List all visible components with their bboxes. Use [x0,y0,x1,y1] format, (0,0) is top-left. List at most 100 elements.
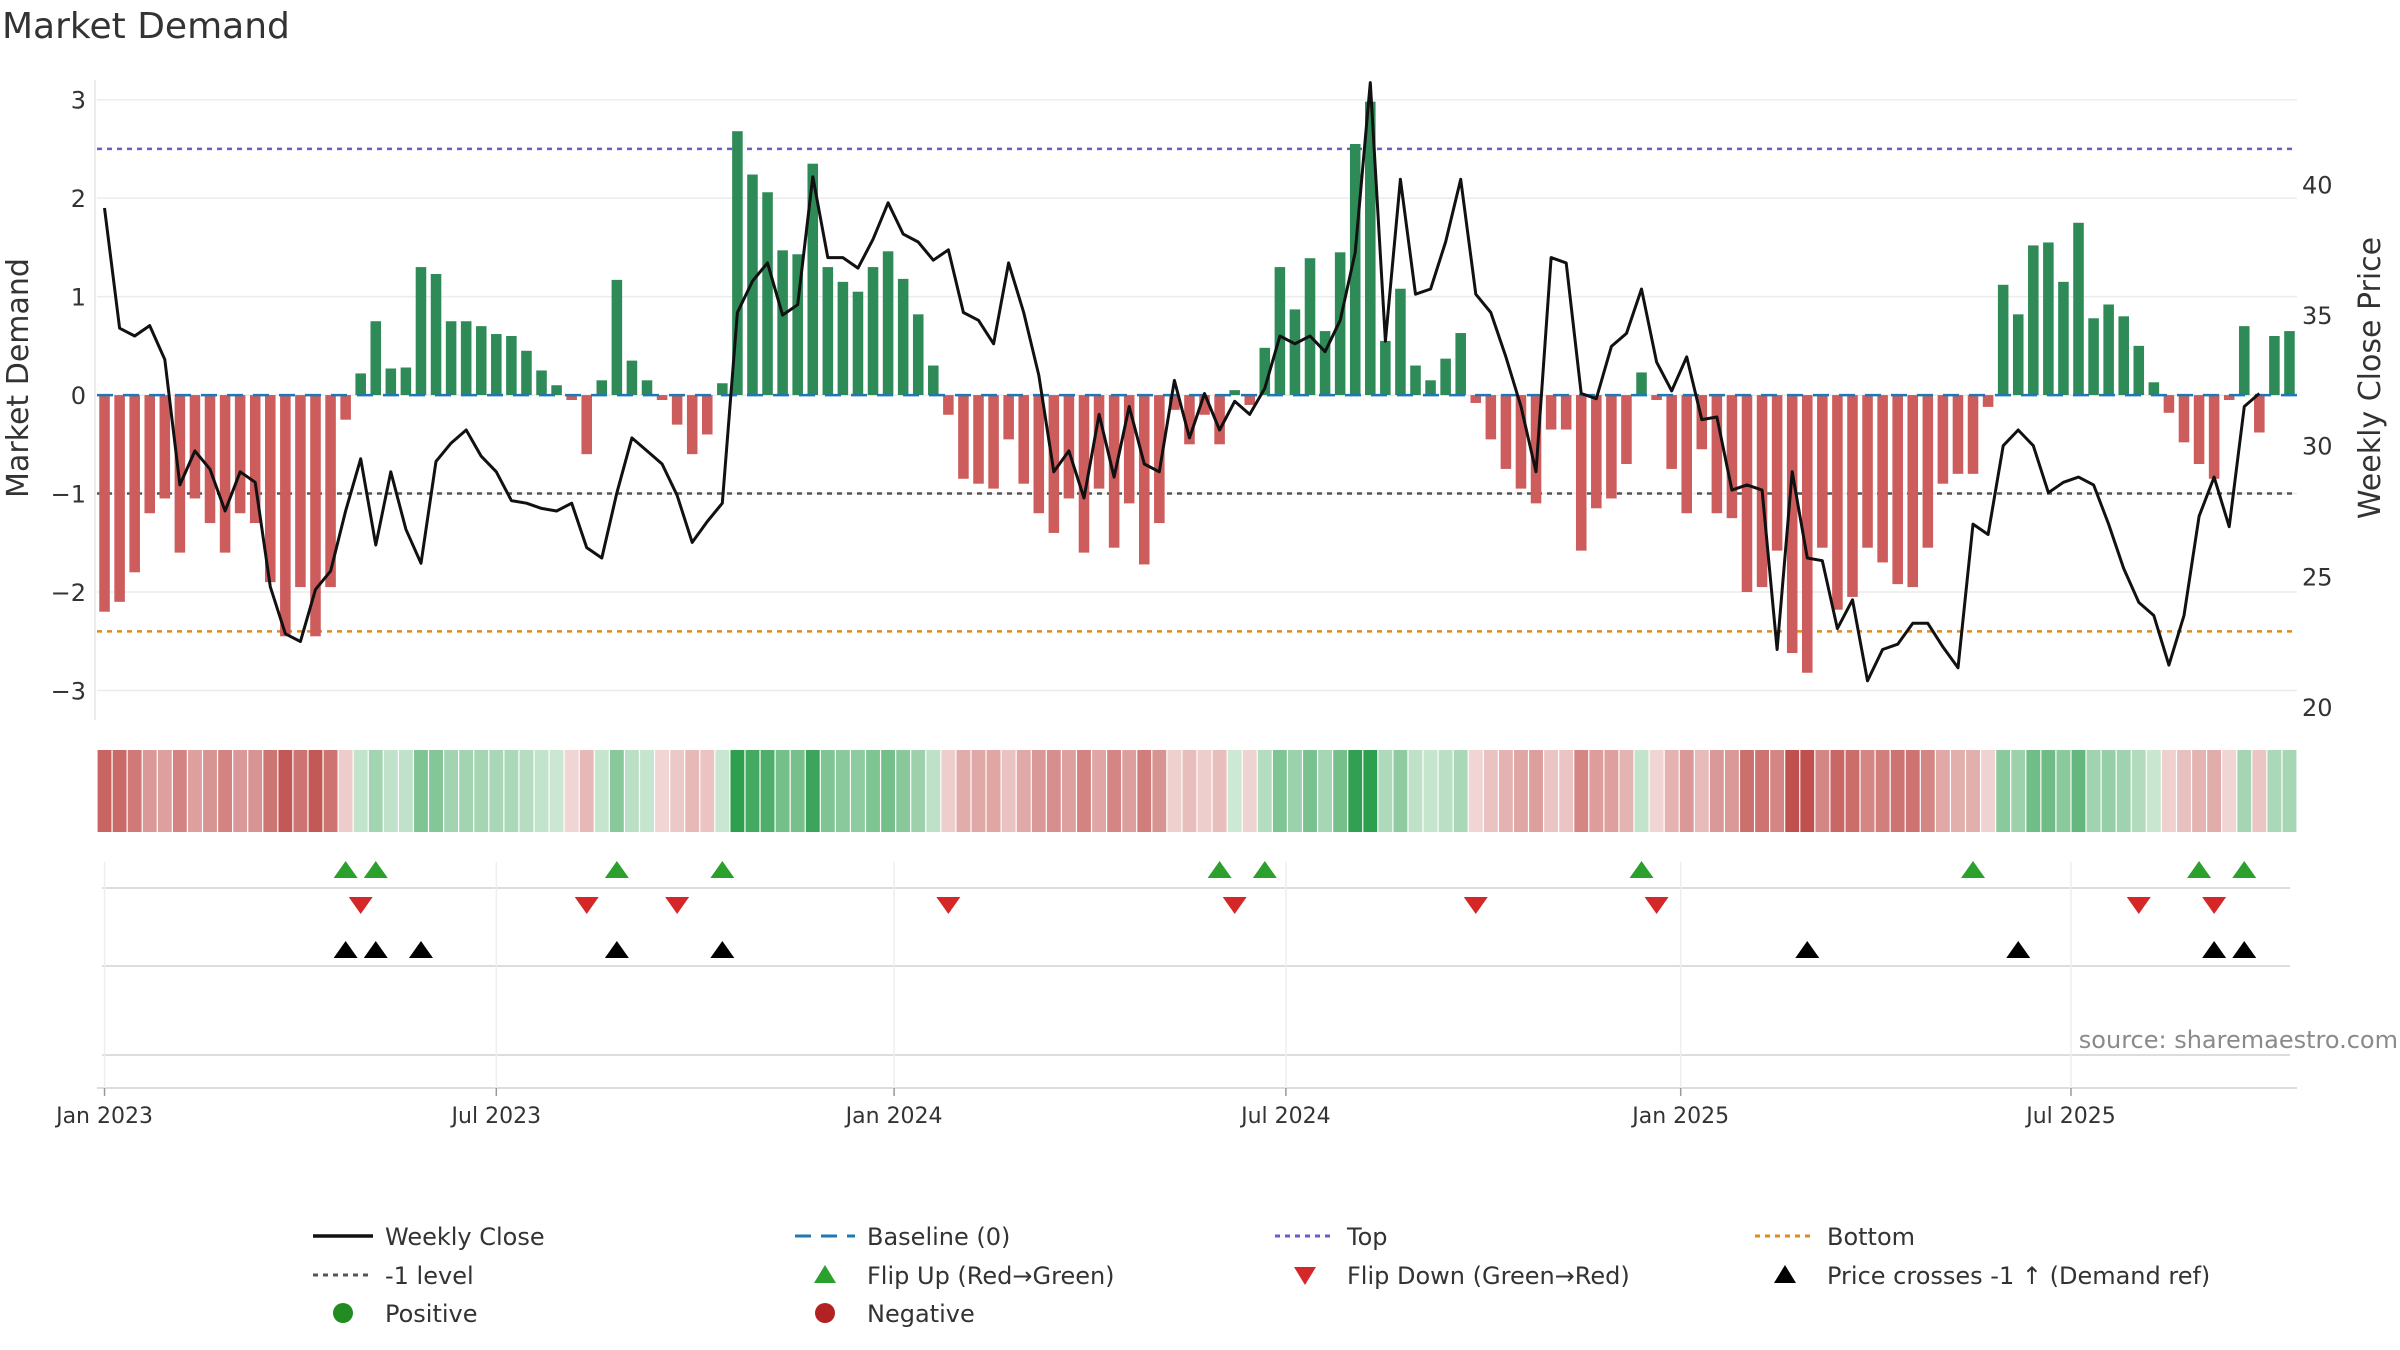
legend-price-cross: Price crosses -1 ↑ (Demand ref) [1774,1262,2210,1290]
heat-cell [1092,750,1106,832]
heat-cell [1860,750,1875,832]
demand-bar [415,267,427,396]
demand-bar [460,321,472,396]
demand-bar [671,395,683,425]
demand-bar [2148,382,2160,396]
y-tick-label: 2 [71,185,86,213]
demand-bar [385,368,397,396]
demand-bar [1274,267,1286,396]
heat-cell [323,750,338,832]
heat-cell [1664,750,1679,832]
demand-bar [837,281,849,396]
heat-cell [519,750,534,832]
price-cross-marker [604,941,629,958]
demand-bar [1138,395,1150,565]
demand-bar [129,395,140,573]
legend-negative-swatch [815,1303,835,1323]
heat-cell [2177,750,2191,832]
demand-bar [943,395,954,415]
legend-bottom-label: Bottom [1827,1223,1915,1251]
heat-cell [805,750,820,832]
heat-cell [1498,750,1513,832]
demand-bar [958,395,969,479]
demand-bar [897,278,909,396]
heat-cell [1077,750,1091,832]
heat-cell [1333,750,1348,832]
demand-bar [1591,395,1602,509]
demand-bar [912,314,924,396]
flip-up-marker [1961,861,1986,878]
demand-bar [1425,380,1436,396]
heat-cell [896,750,911,832]
y-right-tick-label: 35 [2302,302,2333,330]
heat-cell [956,750,971,832]
event-rows-grid [97,862,2297,1089]
legend-top: Top [1275,1223,1388,1251]
reference-lines [97,147,2297,633]
demand-bar [295,395,306,588]
right-y-ticks: 40 35 30 25 20 [2302,171,2333,721]
heat-cell [1378,750,1393,832]
heat-cell [1272,750,1287,832]
heat-cell [1001,750,1016,832]
heat-cell [414,750,428,832]
heat-cell [715,750,730,832]
demand-bar [144,395,156,514]
legend-flip-down: Flip Down (Green→Red) [1294,1262,1630,1290]
demand-bar [1636,372,1647,396]
demand-bar [747,174,758,396]
demand-bar [852,291,864,396]
demand-bar [1651,395,1662,400]
demand-bar [2073,222,2084,396]
demand-bar [1410,365,1421,396]
heat-cell [1800,750,1815,832]
demand-bar [355,373,366,396]
demand-bar [2238,326,2250,396]
heat-cell [459,750,474,832]
heat-cell [1483,750,1498,832]
legend-weekly-close-label: Weekly Close [385,1223,545,1251]
demand-bar [1349,144,1361,396]
demand-bar [1877,395,1888,563]
heat-cell [1981,750,1996,832]
demand-bar [656,395,668,400]
demand-bar [1244,395,1256,405]
demand-bar [626,360,638,396]
demand-bar [732,131,743,396]
demand-bar [1817,395,1828,548]
heat-cell [2071,750,2086,832]
heat-cell [700,750,715,832]
legend-minus-one: -1 level [313,1262,474,1290]
price-cross-marker [2232,941,2257,958]
heat-cell [579,750,594,832]
heat-cell [474,750,489,832]
demand-bar [1229,390,1240,396]
heat-cell [2026,750,2041,832]
heat-cell [1996,750,2011,832]
heat-cell [2222,750,2237,832]
demand-bar [310,395,321,637]
price-line-group [103,81,2261,683]
heat-cell [1755,750,1770,832]
x-tick-label: Jan 2023 [54,1104,153,1129]
heat-cell [1905,750,1920,832]
flip-markers [333,861,2257,914]
heat-cell [263,750,278,832]
flip-down-marker [2126,897,2151,914]
demand-bar [219,395,231,553]
heat-cell [1212,750,1227,832]
left-y-ticks: 3 2 1 0 −1 −2 −3 [51,87,86,706]
flip-up-marker [2232,861,2257,878]
heat-cell [1694,750,1709,832]
y-tick-label: 1 [71,284,86,312]
demand-bar [1018,395,1029,484]
y-tick-label: 3 [71,87,86,115]
demand-bar [2118,316,2129,396]
x-tick-label: Jul 2023 [450,1104,542,1129]
legend-flip-up: Flip Up (Red→Green) [814,1262,1115,1290]
x-tick-label: Jan 2024 [844,1104,943,1129]
legend-positive-swatch [333,1303,353,1323]
demand-bar [581,395,592,455]
demand-bar [717,383,728,396]
